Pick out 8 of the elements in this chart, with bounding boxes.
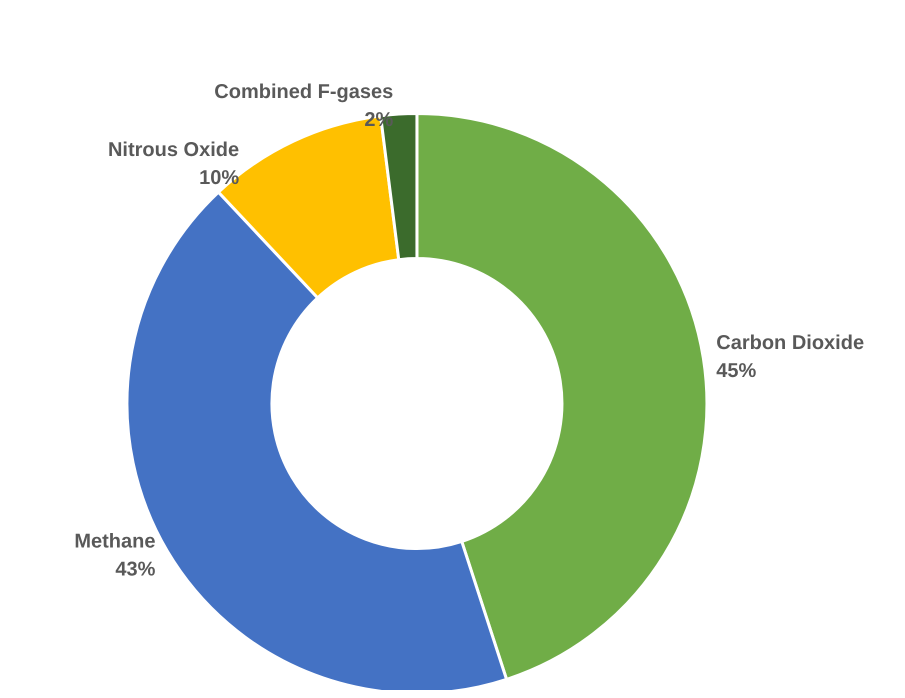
- slice-label: Methane: [74, 530, 156, 552]
- slice-label: Carbon Dioxide: [716, 332, 864, 354]
- data-label: 2%: [364, 109, 394, 132]
- slice-label: Nitrous Oxide: [108, 139, 240, 162]
- slice-label: Combined F-gases: [214, 81, 394, 104]
- data-label: 45%: [716, 360, 757, 382]
- data-label: 10%: [199, 167, 240, 190]
- data-label: 43%: [115, 558, 156, 580]
